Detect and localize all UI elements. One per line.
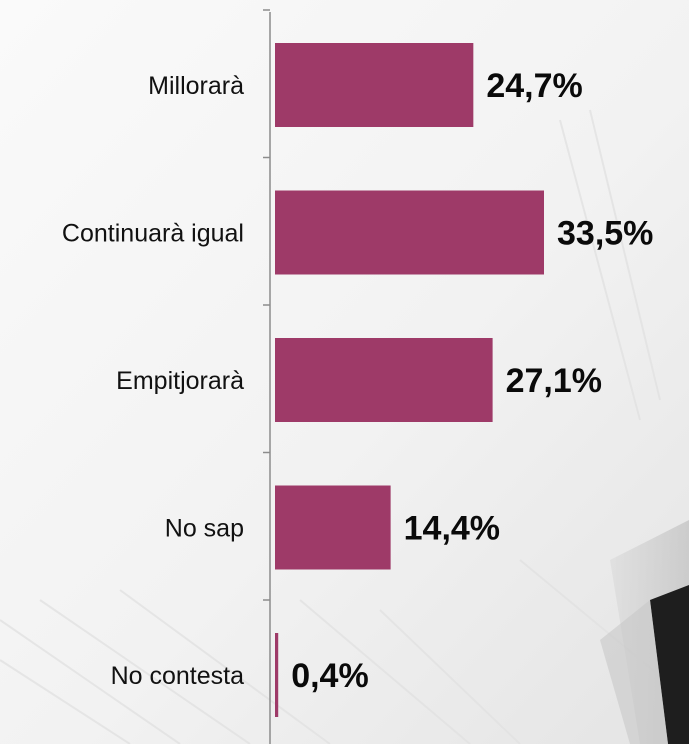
bar bbox=[275, 338, 493, 422]
bar bbox=[275, 485, 391, 570]
bar-series bbox=[275, 43, 544, 717]
category-label: Continuarà igual bbox=[62, 220, 244, 248]
category-label: Millorarà bbox=[148, 72, 244, 100]
category-label: No sap bbox=[165, 515, 244, 543]
bar bbox=[275, 43, 474, 127]
data-label: 0,4% bbox=[291, 657, 369, 695]
bar bbox=[275, 190, 544, 275]
data-label: 27,1% bbox=[506, 362, 602, 400]
category-label: No contesta bbox=[111, 662, 245, 690]
bar bbox=[275, 633, 279, 717]
data-label: 33,5% bbox=[557, 215, 653, 253]
category-label: Empitjorarà bbox=[116, 367, 244, 395]
data-label: 24,7% bbox=[486, 67, 582, 105]
data-label: 14,4% bbox=[404, 510, 500, 548]
category-axis bbox=[263, 9, 271, 744]
labels: Millorarà 24,7% Continuarà igual 33,5% Empit… bbox=[62, 67, 653, 695]
